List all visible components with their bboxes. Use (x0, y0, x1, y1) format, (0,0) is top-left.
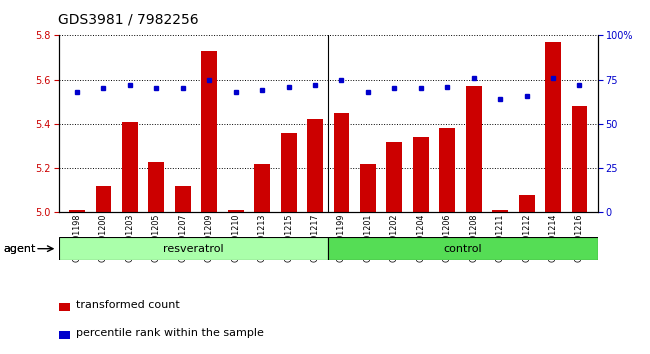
Bar (175, 186, 190, 212)
Bar (69, 210, 85, 212)
Bar (439, 128, 455, 212)
Text: transformed count: transformed count (76, 300, 180, 310)
Bar (58, 331, 70, 339)
Bar (122, 122, 138, 212)
Text: resveratrol: resveratrol (163, 244, 224, 254)
Bar (333, 113, 350, 212)
Text: agent: agent (3, 244, 36, 254)
Bar (387, 142, 402, 212)
Bar (96, 186, 111, 212)
Bar (492, 210, 508, 212)
Text: control: control (444, 244, 482, 254)
Bar (328, 237, 598, 260)
Bar (58, 303, 70, 311)
Bar (202, 51, 217, 212)
Bar (148, 161, 164, 212)
Bar (571, 106, 588, 212)
Bar (254, 164, 270, 212)
Bar (227, 210, 244, 212)
Bar (466, 86, 482, 212)
Bar (360, 164, 376, 212)
Text: GDS3981 / 7982256: GDS3981 / 7982256 (58, 12, 199, 27)
Text: percentile rank within the sample: percentile rank within the sample (76, 328, 264, 338)
Bar (58, 237, 328, 260)
Text: agent: agent (3, 244, 35, 254)
Bar (413, 137, 429, 212)
Bar (519, 195, 534, 212)
Bar (307, 119, 323, 212)
Bar (545, 42, 561, 212)
Bar (281, 133, 296, 212)
